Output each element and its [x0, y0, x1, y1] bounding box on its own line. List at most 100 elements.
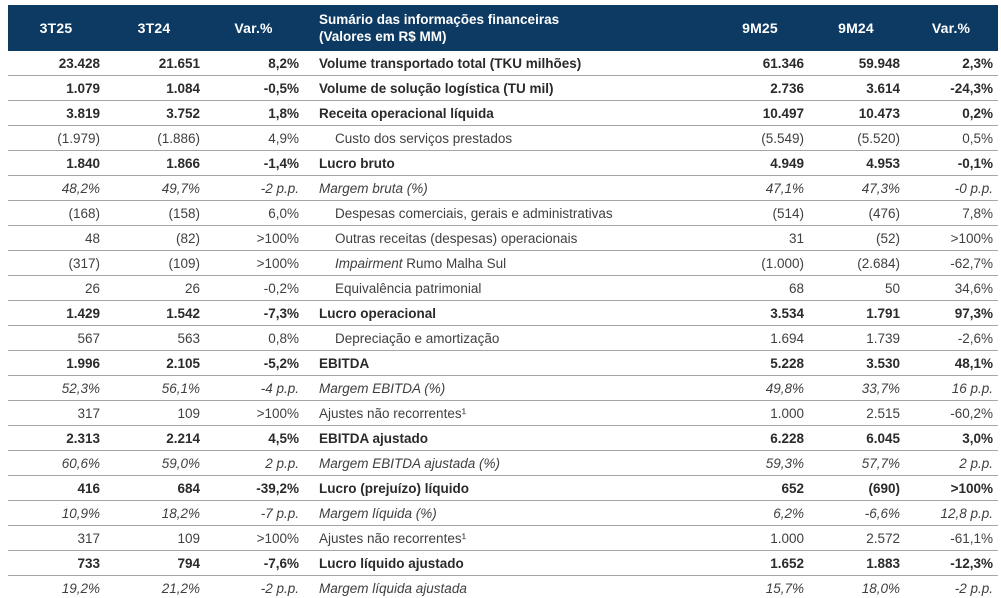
row-label: Receita operacional líquida [303, 106, 712, 121]
cell-3t25: (1.979) [57, 130, 100, 146]
column-header-9m25: 9M25 [742, 20, 778, 36]
cell-var-left: 2 p.p. [265, 455, 299, 471]
row-label-text: Lucro (prejuízo) líquido [319, 480, 469, 496]
cell-var-left: >100% [256, 255, 299, 271]
row-label-text: Margem bruta (%) [319, 180, 428, 196]
row-label: Ajustes não recorrentes¹ [303, 406, 712, 421]
cell-var-right: 97,3% [954, 305, 993, 321]
table-row: (317) (109) >100% Impairment Rumo Malha … [8, 251, 998, 276]
row-label: Volume transportado total (TKU milhões) [303, 56, 712, 71]
row-label-text: Outras receitas (despesas) operacionais [335, 230, 578, 246]
table-row: 3.819 3.752 1,8% Receita operacional líq… [8, 101, 998, 126]
cell-9m25: 1.652 [770, 555, 804, 571]
column-header-9m24: 9M24 [838, 20, 874, 36]
column-header-var-left: Var.% [234, 20, 273, 36]
cell-var-left: -2 p.p. [260, 180, 299, 196]
cell-var-left: -1,4% [263, 155, 299, 171]
cell-9m25: 10.497 [762, 105, 804, 121]
cell-var-right: 2 p.p. [959, 455, 993, 471]
row-label-text: EBITDA ajustado [319, 430, 429, 446]
cell-3t24: (158) [168, 205, 200, 221]
cell-9m25: 3.534 [770, 305, 804, 321]
cell-var-right: -62,7% [950, 255, 993, 271]
cell-var-right: 16 p.p. [951, 380, 993, 396]
cell-var-right: -61,1% [950, 530, 993, 546]
row-label: Margem líquida (%) [303, 506, 712, 521]
cell-3t25: (317) [68, 255, 100, 271]
cell-3t24: 684 [177, 480, 200, 496]
cell-9m24: 3.614 [866, 80, 900, 96]
table-row: 733 794 -7,6% Lucro líquido ajustado 1.6… [8, 551, 998, 576]
row-label-text: Receita operacional líquida [319, 105, 494, 121]
cell-9m25: (1.000) [761, 255, 804, 271]
cell-3t24: 21,2% [161, 580, 200, 596]
cell-9m24: (52) [875, 230, 900, 246]
table-row: 1.429 1.542 -7,3% Lucro operacional 3.53… [8, 301, 998, 326]
cell-var-left: 4,9% [268, 130, 299, 146]
table-row: (168) (158) 6,0% Despesas comerciais, ge… [8, 201, 998, 226]
cell-var-right: 0,2% [962, 105, 993, 121]
cell-var-right: -2,6% [957, 330, 993, 346]
cell-9m24: (690) [868, 480, 900, 496]
cell-9m24: 1.739 [866, 330, 900, 346]
cell-9m25: 1.000 [770, 530, 804, 546]
cell-var-right: 7,8% [962, 205, 993, 221]
row-label-text: Margem líquida (%) [319, 505, 437, 521]
table-row: (1.979) (1.886) 4,9% Custo dos serviços … [8, 126, 998, 151]
table-row: 1.996 2.105 -5,2% EBITDA 5.228 3.530 48,… [8, 351, 998, 376]
table-row: 48,2% 49,7% -2 p.p. Margem bruta (%) 47,… [8, 176, 998, 201]
row-label: Margem EBITDA (%) [303, 381, 712, 396]
cell-var-left: 1,8% [268, 105, 299, 121]
cell-3t24: 1.084 [166, 80, 200, 96]
cell-3t25: 52,3% [61, 380, 100, 396]
cell-9m25: 61.346 [762, 55, 804, 71]
cell-3t25: 1.429 [66, 305, 100, 321]
financial-summary-table: 3T25 3T24 Var.% Sumário das informações … [8, 5, 998, 598]
cell-var-left: -7 p.p. [260, 505, 299, 521]
table-title: Sumário das informações financeiras (Val… [303, 11, 712, 45]
cell-var-right: >100% [950, 480, 993, 496]
cell-var-right: 34,6% [954, 280, 993, 296]
cell-9m24: 2.515 [866, 405, 900, 421]
cell-3t25: 48,2% [61, 180, 100, 196]
table-row: 48 (82) >100% Outras receitas (despesas)… [8, 226, 998, 251]
row-label: Margem EBITDA ajustada (%) [303, 456, 712, 471]
row-label-text: Ajustes não recorrentes¹ [319, 405, 467, 421]
row-label: EBITDA ajustado [303, 431, 712, 446]
cell-3t24: 26 [184, 280, 200, 296]
cell-9m24: 1.791 [866, 305, 900, 321]
cell-9m25: 4.949 [770, 155, 804, 171]
cell-var-left: -0,2% [263, 280, 299, 296]
cell-3t24: 794 [177, 555, 200, 571]
cell-3t25: 26 [84, 280, 100, 296]
cell-9m25: 59,3% [765, 455, 804, 471]
cell-3t24: 18,2% [161, 505, 200, 521]
table-row: 416 684 -39,2% Lucro (prejuízo) líquido … [8, 476, 998, 501]
cell-3t25: 60,6% [61, 455, 100, 471]
cell-3t25: 317 [77, 405, 100, 421]
table-row: 26 26 -0,2% Equivalência patrimonial 68 … [8, 276, 998, 301]
table-row: 567 563 0,8% Depreciação e amortização 1… [8, 326, 998, 351]
cell-9m25: 15,7% [765, 580, 804, 596]
table-row: 23.428 21.651 8,2% Volume transportado t… [8, 51, 998, 76]
cell-var-right: -0,1% [957, 155, 993, 171]
cell-9m24: -6,6% [864, 505, 900, 521]
cell-9m24: 57,7% [861, 455, 900, 471]
table-header-bar: 3T25 3T24 Var.% Sumário das informações … [8, 5, 998, 51]
cell-3t25: 48 [84, 230, 100, 246]
cell-9m25: 1.000 [770, 405, 804, 421]
row-label: Equivalência patrimonial [303, 281, 712, 296]
table-title-line1: Sumário das informações financeiras [319, 12, 560, 27]
cell-3t25: 317 [77, 530, 100, 546]
cell-var-left: -4 p.p. [260, 380, 299, 396]
cell-3t24: 563 [177, 330, 200, 346]
row-label: Impairment Rumo Malha Sul [303, 256, 712, 271]
cell-9m25: (5.549) [761, 130, 804, 146]
row-label: Lucro líquido ajustado [303, 556, 712, 571]
row-label-text: Lucro bruto [319, 155, 395, 171]
row-label-text: Margem EBITDA (%) [319, 380, 446, 396]
cell-3t24: 21.651 [158, 55, 200, 71]
row-label-text: Custo dos serviços prestados [335, 130, 513, 146]
table-row: 10,9% 18,2% -7 p.p. Margem líquida (%) 6… [8, 501, 998, 526]
cell-9m24: 50 [884, 280, 900, 296]
